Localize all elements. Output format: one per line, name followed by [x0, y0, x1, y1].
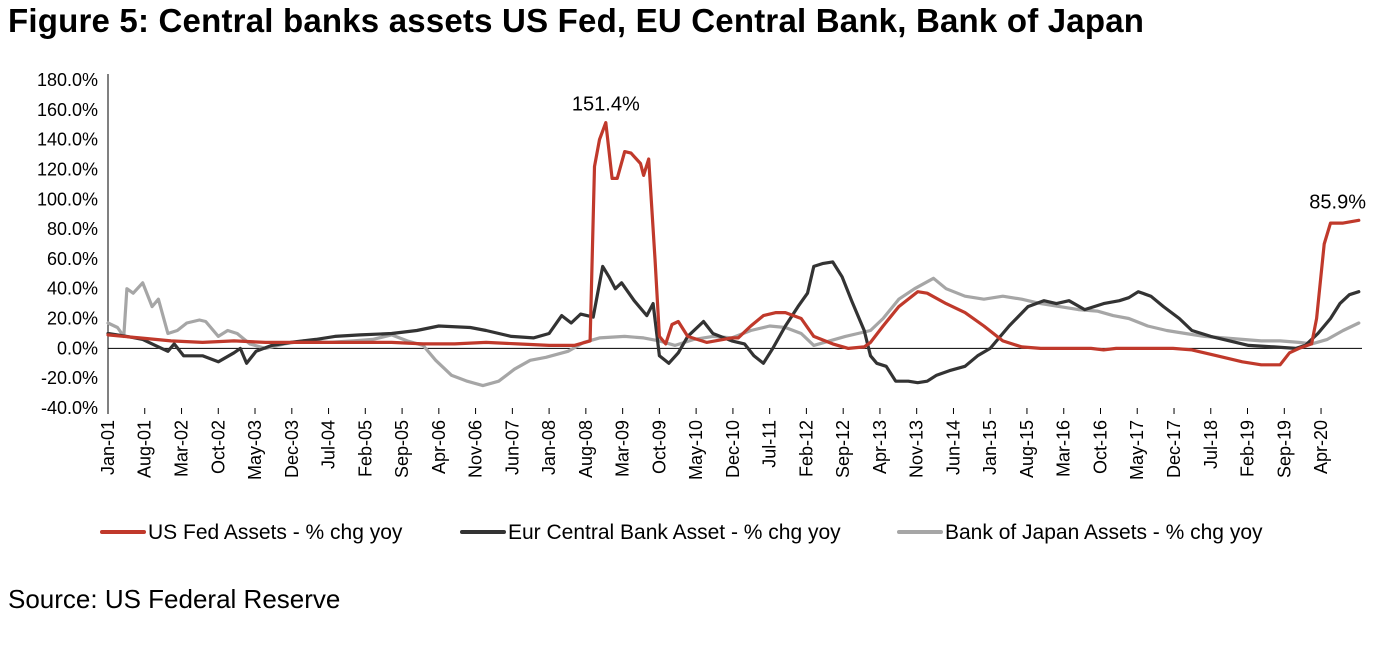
chart-title: Figure 5: Central banks assets US Fed, E…	[8, 2, 1145, 39]
source-note: Source: US Federal Reserve	[8, 584, 341, 614]
x-tick-label: Oct-09	[649, 420, 669, 474]
series-lines	[106, 121, 1361, 388]
x-tick-label: Nov-06	[466, 420, 486, 478]
x-tick-label: Dec-03	[282, 420, 302, 478]
x-tick-label: Jun-14	[943, 420, 963, 475]
x-tick-label: Nov-13	[907, 420, 927, 478]
x-tick-label: Dec-17	[1164, 420, 1184, 478]
axes: -40.0% -20.0% 0.0% 20.0% 40.0% 60.0% 80.0% 100.…	[37, 70, 1362, 480]
x-tick-label: Jun-07	[502, 420, 522, 475]
x-tick-label: Mar-09	[613, 420, 633, 477]
x-tick-label: Apr-06	[429, 420, 449, 474]
x-tick-label: Sep-12	[833, 420, 853, 478]
x-tick-label: Apr-20	[1311, 420, 1331, 474]
x-tick-label: Jul-18	[1201, 420, 1221, 469]
y-tick-label: 60.0%	[47, 249, 98, 269]
y-tick-label: 0.0%	[57, 338, 98, 358]
y-tick-label: -20.0%	[41, 368, 98, 388]
x-tick-label: May-03	[245, 420, 265, 480]
annotations: 151.4% 85.9%	[572, 94, 1366, 214]
y-tick-label: -40.0%	[41, 398, 98, 418]
legend-label: Bank of Japan Assets - % chg yoy	[945, 521, 1263, 544]
series-line	[106, 121, 1361, 367]
x-tick-label: Oct-16	[1090, 420, 1110, 474]
x-tick-label: Feb-19	[1238, 420, 1258, 477]
x-tick-label: Jan-15	[980, 420, 1000, 475]
y-tick-label: 140.0%	[37, 130, 98, 150]
x-tick-label: Feb-05	[355, 420, 375, 477]
x-tick-label: Sep-19	[1274, 420, 1294, 478]
y-tick-label: 100.0%	[37, 189, 98, 209]
x-tick-label: Oct-02	[208, 420, 228, 474]
x-tick-label: Mar-02	[172, 420, 192, 477]
x-tick-label: Sep-05	[392, 420, 412, 478]
y-tick-label: 120.0%	[37, 159, 98, 179]
x-tick-label: Jul-11	[760, 420, 780, 468]
data-label: 85.9%	[1309, 191, 1366, 213]
x-tick-label: Apr-13	[870, 420, 890, 474]
y-tick-label: 40.0%	[47, 279, 98, 299]
series-line	[106, 260, 1361, 385]
y-tick-label: 80.0%	[47, 219, 98, 239]
line-chart: -40.0% -20.0% 0.0% 20.0% 40.0% 60.0% 80.0% 100.…	[37, 70, 1366, 544]
x-tick-label: May-10	[686, 420, 706, 480]
y-tick-label: 180.0%	[37, 70, 98, 90]
y-tick-label: 20.0%	[47, 309, 98, 329]
data-label: 151.4%	[572, 94, 640, 116]
x-tick-label: Dec-10	[723, 420, 743, 478]
x-tick-label: Jul-04	[319, 420, 339, 469]
legend-label: US Fed Assets - % chg yoy	[148, 521, 403, 544]
legend: US Fed Assets - % chg yoy Eur Central Ban…	[100, 521, 1263, 544]
x-tick-label: May-17	[1127, 420, 1147, 480]
x-tick-label: Jan-01	[98, 420, 118, 475]
x-tick-label: Jan-08	[539, 420, 559, 475]
x-tick-label: Mar-16	[1054, 420, 1074, 477]
x-tick-label: Feb-12	[796, 420, 816, 477]
x-tick-label: Aug-15	[1017, 420, 1037, 478]
x-tick-label: Aug-08	[576, 420, 596, 478]
series-line	[106, 276, 1361, 388]
legend-label: Eur Central Bank Asset - % chg yoy	[508, 521, 841, 544]
x-tick-label: Aug-01	[135, 420, 155, 478]
y-tick-label: 160.0%	[37, 100, 98, 120]
